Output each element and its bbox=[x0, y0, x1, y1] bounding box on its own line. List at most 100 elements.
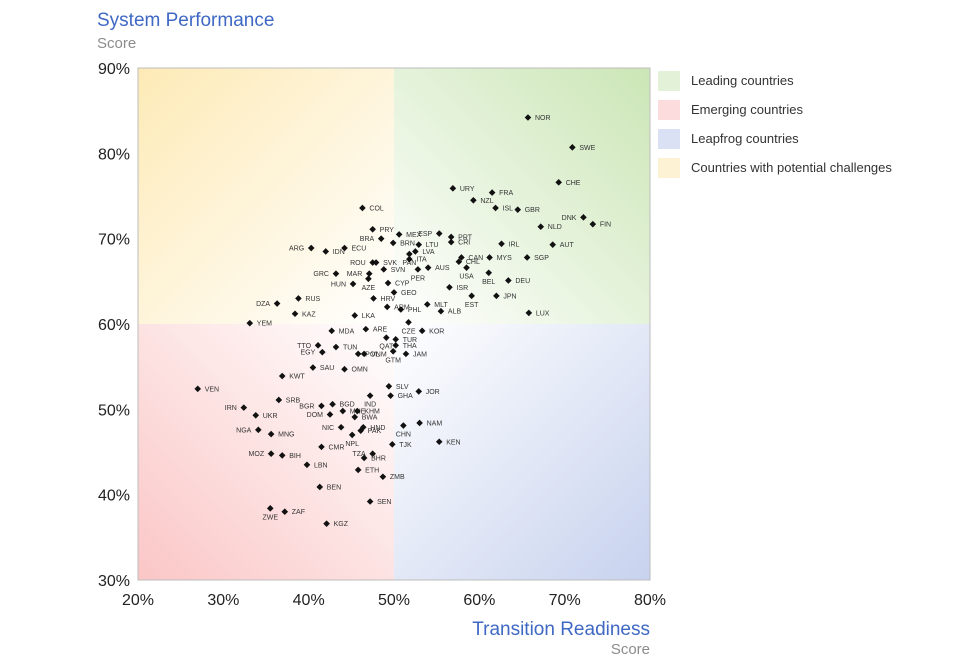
point-label: IDN bbox=[333, 249, 345, 256]
point-marker bbox=[537, 223, 545, 231]
legend-item-leading: Leading countries bbox=[658, 66, 892, 95]
x-axis-subtitle: Score bbox=[610, 641, 650, 658]
point-marker bbox=[267, 430, 275, 438]
point-marker bbox=[388, 441, 396, 448]
point-marker bbox=[486, 254, 493, 261]
point-label: TZA bbox=[352, 451, 366, 458]
point-marker bbox=[354, 407, 361, 415]
point-marker bbox=[354, 350, 362, 358]
point-marker bbox=[549, 241, 557, 248]
point-label: KWT bbox=[289, 374, 305, 381]
point-label: GTM bbox=[385, 357, 401, 364]
point-marker bbox=[337, 423, 345, 431]
legend-label-leading: Leading countries bbox=[691, 73, 794, 88]
point-marker bbox=[468, 292, 475, 300]
point-label: NAM bbox=[427, 420, 443, 427]
point-label: NIC bbox=[322, 425, 334, 432]
point-marker bbox=[437, 307, 445, 315]
point-marker bbox=[384, 279, 392, 287]
point-marker bbox=[505, 277, 512, 284]
point-label: BGD bbox=[340, 402, 355, 409]
point-marker bbox=[318, 402, 325, 410]
point-marker bbox=[370, 295, 377, 302]
point-marker bbox=[303, 461, 311, 469]
point-label: BEN bbox=[327, 484, 341, 491]
point-marker bbox=[435, 438, 443, 446]
x-tick-label: 60% bbox=[463, 592, 495, 609]
point-label: TUR bbox=[403, 337, 417, 344]
point-marker bbox=[470, 196, 477, 204]
legend-label-emerging: Emerging countries bbox=[691, 102, 803, 117]
point-marker bbox=[400, 422, 407, 429]
point-label: IRN bbox=[225, 405, 237, 412]
point-marker bbox=[314, 342, 322, 349]
point-marker bbox=[379, 473, 387, 481]
y-tick-label: 90% bbox=[98, 61, 130, 78]
point-marker bbox=[307, 244, 315, 252]
point-marker bbox=[316, 483, 324, 491]
legend-item-emerging: Emerging countries bbox=[658, 95, 892, 124]
point-label: UKR bbox=[263, 413, 278, 420]
point-label: QAT bbox=[379, 344, 394, 351]
point-marker bbox=[390, 289, 398, 296]
point-label: ISR bbox=[456, 285, 468, 292]
point-marker bbox=[266, 505, 274, 512]
point-marker bbox=[372, 259, 380, 266]
point-label: SGP bbox=[534, 255, 549, 262]
point-marker bbox=[397, 306, 405, 313]
point-marker bbox=[380, 266, 388, 273]
legend-item-challenges: Countries with potential challenges bbox=[658, 153, 892, 182]
point-marker bbox=[387, 392, 394, 399]
point-label: DOM bbox=[307, 412, 324, 419]
point-marker bbox=[447, 238, 455, 246]
point-label: PAK bbox=[368, 428, 382, 435]
point-label: GRC bbox=[313, 271, 329, 278]
point-marker bbox=[326, 411, 334, 418]
point-label: LKA bbox=[362, 313, 376, 320]
point-marker bbox=[291, 310, 299, 318]
point-marker bbox=[281, 508, 289, 516]
point-marker bbox=[485, 269, 493, 277]
chart-subtitle: Score bbox=[97, 35, 137, 52]
point-label: KHM bbox=[364, 409, 380, 416]
x-tick-label: 30% bbox=[207, 592, 239, 609]
point-label: BRA bbox=[360, 236, 375, 243]
point-label: KGZ bbox=[334, 521, 349, 528]
point-label: VNM bbox=[371, 351, 387, 358]
point-marker bbox=[357, 427, 365, 434]
point-label: MYS bbox=[497, 255, 513, 262]
quadrant-leading bbox=[394, 68, 650, 324]
point-marker bbox=[447, 233, 455, 241]
point-marker bbox=[348, 431, 356, 439]
legend-swatch-challenges bbox=[658, 157, 680, 178]
point-label: BGR bbox=[299, 403, 314, 410]
legend-item-leapfrog: Leapfrog countries bbox=[658, 124, 892, 153]
point-label: ITA bbox=[416, 257, 427, 264]
point-marker bbox=[463, 264, 470, 271]
x-tick-label: 20% bbox=[122, 592, 154, 609]
point-label: EGY bbox=[301, 350, 316, 357]
point-label: CMR bbox=[328, 444, 344, 451]
point-marker bbox=[240, 404, 248, 411]
point-marker bbox=[488, 189, 496, 196]
point-marker bbox=[424, 264, 432, 271]
legend-swatch-leading bbox=[658, 70, 680, 91]
point-marker bbox=[328, 327, 336, 335]
point-marker bbox=[252, 412, 260, 419]
point-marker bbox=[415, 241, 423, 248]
point-marker bbox=[275, 396, 283, 404]
point-label: MAR bbox=[347, 271, 363, 278]
point-label: VEN bbox=[205, 386, 219, 393]
point-marker bbox=[332, 270, 340, 277]
point-marker bbox=[389, 239, 397, 247]
point-label: DZA bbox=[256, 301, 270, 308]
point-label: BEL bbox=[482, 279, 495, 286]
point-label: MEX bbox=[406, 232, 422, 239]
point-label: MOZ bbox=[249, 451, 265, 458]
point-marker bbox=[273, 300, 281, 307]
point-label: SWE bbox=[579, 145, 595, 152]
point-marker bbox=[332, 343, 340, 351]
point-label: SEN bbox=[377, 499, 391, 506]
point-marker bbox=[414, 266, 422, 273]
